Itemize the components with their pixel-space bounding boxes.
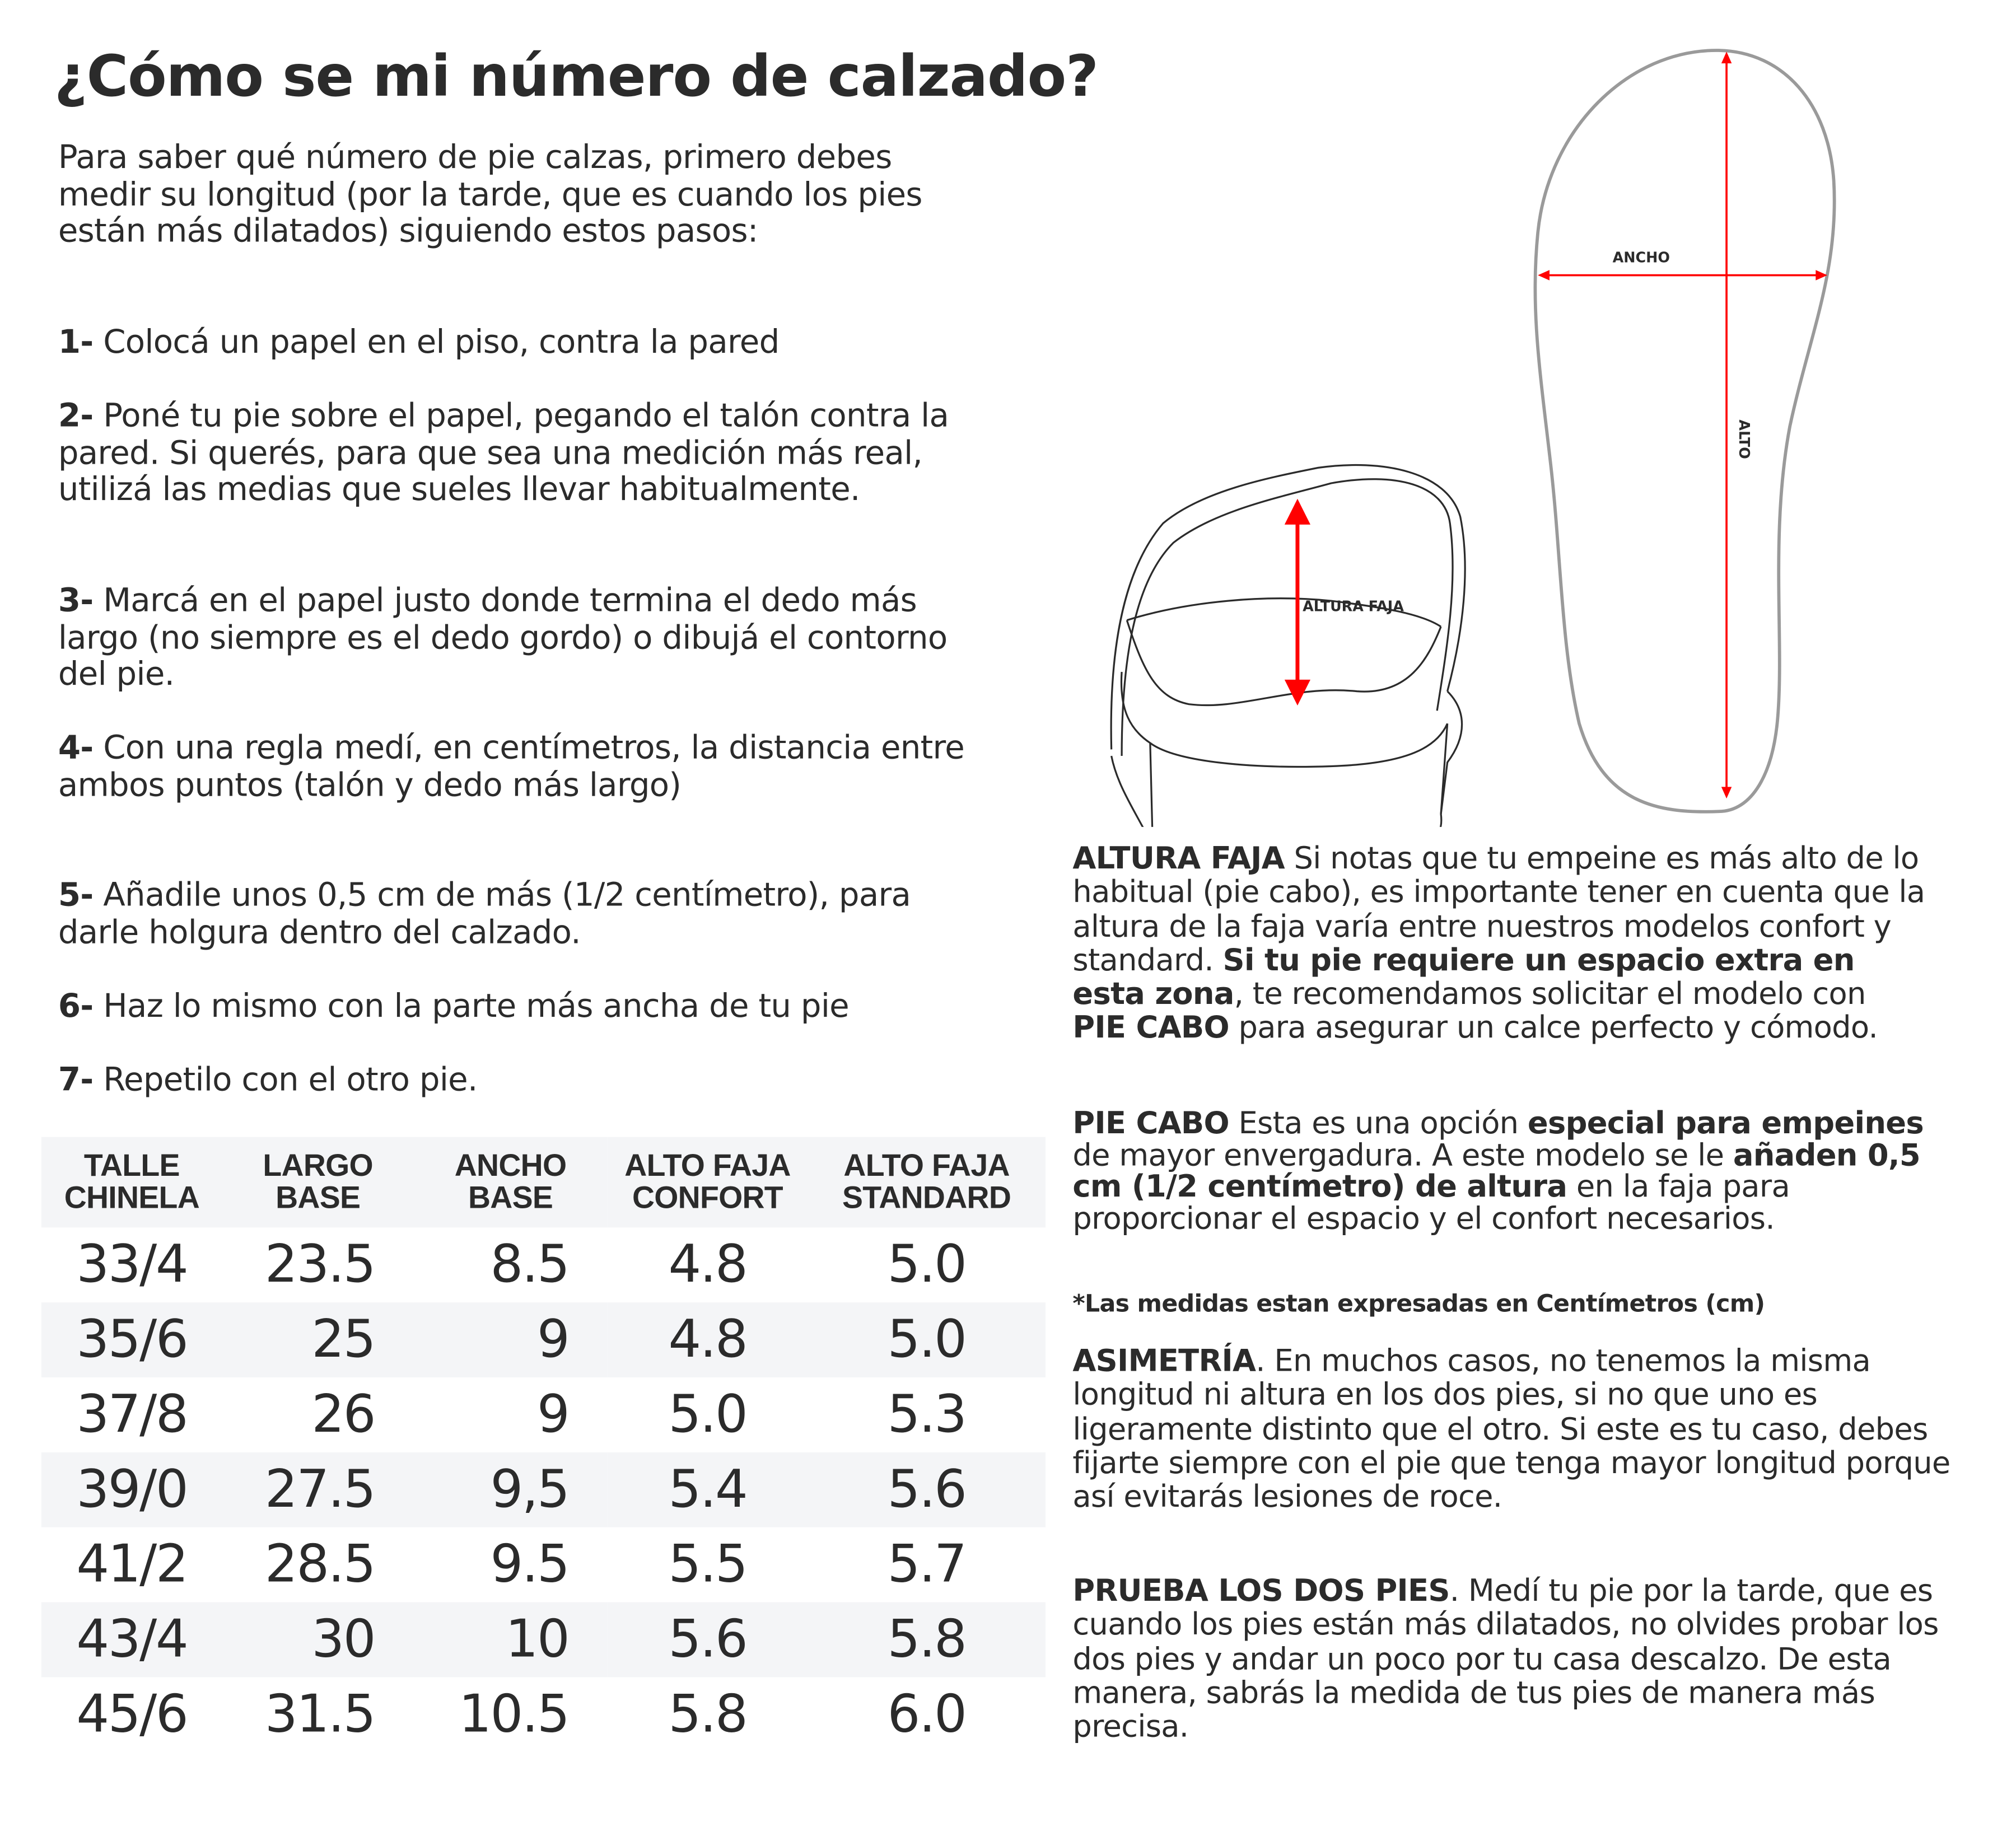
table-row: 43/4 30 10 5.6 5.8	[41, 1602, 1046, 1678]
table-cell: 27.5	[222, 1452, 414, 1527]
units-note: *Las medidas estan expresadas en Centíme…	[1072, 1291, 1765, 1318]
table-cell: 10.5	[459, 1685, 570, 1745]
section-heading: PIE CABO	[1072, 1105, 1229, 1141]
insole-diagram: ANCHO ALTO	[1533, 49, 1836, 814]
table-cell: 28.5	[264, 1535, 376, 1595]
arrowhead-icon	[1721, 52, 1732, 64]
table-cell: 5.7	[887, 1535, 967, 1595]
table-cell: 39/0	[41, 1452, 222, 1527]
altura-faja-text: ALTURA FAJA Si notas que tu empeine es m…	[1072, 840, 1925, 1046]
pie-cabo-text: PIE CABO Esta es una opción especial par…	[1072, 1105, 1924, 1236]
table-cell: 5.3	[887, 1385, 967, 1445]
col-header-standard: ALTO FAJA STANDARD	[808, 1137, 1046, 1228]
step-1: 1- Colocá un papel en el piso, contra la…	[58, 324, 1040, 361]
width-label: ANCHO	[1613, 249, 1670, 265]
table-cell: 6.0	[887, 1685, 967, 1745]
table-row: 33/4 23.5 8.5 4.8 5.0	[41, 1227, 1046, 1302]
insole-outline	[1533, 49, 1836, 814]
step-number: 7-	[58, 1060, 94, 1099]
step-number: 3-	[58, 581, 94, 619]
table-cell: 41/2	[76, 1535, 188, 1595]
table-row: 45/6 31.5 10.5 5.8 6.0	[41, 1677, 1046, 1752]
table-cell: 4.8	[668, 1235, 748, 1295]
table-cell: 8.5	[490, 1235, 570, 1295]
intro-text: Para saber qué número de pie calzas, pri…	[58, 138, 923, 250]
table-cell: 25	[222, 1302, 414, 1378]
table-cell: 35/6	[41, 1302, 222, 1378]
table-cell: 31.5	[264, 1685, 376, 1745]
step-text: Poné tu pie sobre el papel, pegando el t…	[58, 396, 949, 508]
table-cell: 9	[413, 1302, 608, 1378]
prueba-text: PRUEBA LOS DOS PIES. Medí tu pie por la …	[1072, 1572, 1939, 1745]
col-header-confort: ALTO FAJA CONFORT	[607, 1137, 808, 1228]
arrowhead-icon	[1721, 787, 1732, 799]
arrowhead-icon	[1538, 270, 1550, 281]
step-4: 4- Con una regla medí, en centímetros, l…	[58, 728, 976, 804]
section-heading: ASIMETRÍA	[1072, 1342, 1256, 1379]
step-3: 3- Marcá en el papel justo donde termina…	[58, 581, 989, 693]
section-heading: PRUEBA LOS DOS PIES	[1072, 1572, 1450, 1609]
table-cell: 37/8	[76, 1385, 188, 1445]
step-7: 7- Repetilo con el otro pie.	[58, 1060, 1040, 1099]
step-text: Repetilo con el otro pie.	[103, 1060, 478, 1099]
table-cell: 33/4	[76, 1235, 188, 1295]
arrowhead-icon	[1284, 679, 1311, 706]
step-6: 6- Haz lo mismo con la parte más ancha d…	[58, 988, 1040, 1025]
col-header-largo: LARGO BASE	[222, 1137, 414, 1228]
step-number: 2-	[58, 396, 94, 434]
table-cell: 5.8	[668, 1685, 748, 1745]
table-header-row: TALLE CHINELA LARGO BASE ANCHO BASE ALTO FA…	[41, 1137, 1046, 1228]
step-number: 4-	[58, 728, 94, 767]
step-2: 2- Poné tu pie sobre el papel, pegando e…	[58, 396, 969, 508]
table-cell: 30	[222, 1602, 414, 1678]
table-cell: 23.5	[264, 1235, 376, 1295]
step-number: 6-	[58, 987, 94, 1025]
table-cell: 4.8	[607, 1302, 808, 1378]
strap-height-label: ALTURA FAJA	[1303, 598, 1404, 615]
table-cell: 26	[311, 1385, 376, 1445]
step-text: Colocá un papel en el piso, contra la pa…	[103, 323, 780, 361]
table-row: 41/2 28.5 9.5 5.5 5.7	[41, 1527, 1046, 1602]
step-text: Añadile unos 0,5 cm de más (1/2 centímet…	[58, 876, 911, 951]
size-table: TALLE CHINELA LARGO BASE ANCHO BASE ALTO FA…	[41, 1137, 1046, 1752]
table-cell: 10	[413, 1602, 608, 1678]
step-number: 1-	[58, 323, 94, 361]
table-row: 35/6 25 9 4.8 5.0	[41, 1302, 1046, 1378]
table-cell: 5.6	[607, 1602, 808, 1678]
page-title: ¿Cómo se mi número de calzado?	[54, 44, 1099, 110]
table-cell: 9,5	[413, 1452, 608, 1527]
section-heading: ALTURA FAJA	[1072, 840, 1285, 876]
table-row: 39/0 27.5 9,5 5.4 5.6	[41, 1452, 1046, 1527]
table-cell: 43/4	[41, 1602, 222, 1678]
table-row: 37/8 26 9 5.0 5.3	[41, 1377, 1046, 1452]
col-header-talle: TALLE CHINELA	[41, 1137, 222, 1228]
table-cell: 5.0	[668, 1385, 748, 1445]
table-cell: 5.4	[607, 1452, 808, 1527]
length-label: ALTO	[1736, 419, 1753, 459]
arrowhead-icon	[1284, 498, 1311, 525]
table-cell: 45/6	[76, 1685, 188, 1745]
table-cell: 5.0	[808, 1302, 1046, 1378]
step-text: Haz lo mismo con la parte más ancha de t…	[103, 987, 849, 1025]
step-number: 5-	[58, 876, 94, 914]
step-text: Marcá en el papel justo donde termina el…	[58, 581, 948, 693]
table-cell: 5.8	[808, 1602, 1046, 1678]
table-cell: 9.5	[490, 1535, 570, 1595]
step-text: Con una regla medí, en centímetros, la d…	[58, 728, 965, 803]
table-cell: 5.6	[808, 1452, 1046, 1527]
sandal-diagram: ALTURA FAJA	[1110, 464, 1466, 827]
step-5: 5- Añadile unos 0,5 cm de más (1/2 centí…	[58, 876, 963, 951]
table-cell: 9	[536, 1385, 570, 1445]
asimetria-text: ASIMETRÍA. En muchos casos, no tenemos l…	[1072, 1342, 1950, 1515]
col-header-ancho: ANCHO BASE	[413, 1137, 608, 1228]
table-cell: 5.5	[668, 1535, 748, 1595]
table-cell: 5.0	[887, 1235, 967, 1295]
arrowhead-icon	[1816, 270, 1828, 281]
